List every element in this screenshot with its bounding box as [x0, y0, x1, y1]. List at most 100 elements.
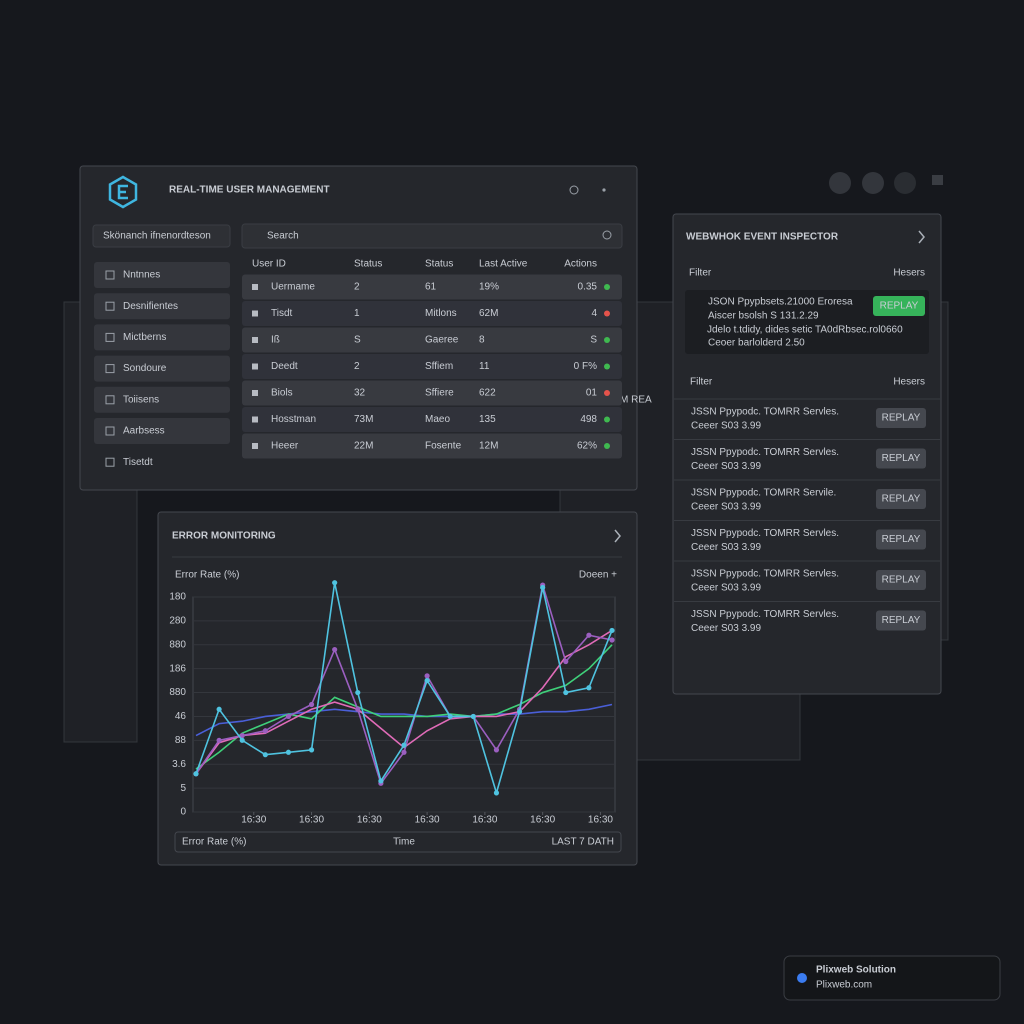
data-point — [586, 632, 592, 638]
nav-item[interactable] — [94, 386, 230, 413]
avatar-icon[interactable] — [862, 172, 884, 194]
data-point — [355, 706, 361, 712]
table-cell: Maeo — [425, 414, 450, 425]
table-row[interactable] — [242, 274, 622, 300]
event-line: JSON Ppypbsets.21000 Eroresa — [708, 297, 853, 308]
row-icon — [252, 443, 258, 449]
nav-icon — [105, 426, 115, 436]
error-panel — [157, 511, 638, 866]
x-tick-label: 16:30 — [588, 815, 613, 826]
table-row[interactable] — [242, 433, 622, 459]
table-cell: Uermame — [271, 282, 315, 293]
event-sub: Ceeer S03 3.99 — [691, 583, 761, 594]
data-point — [308, 701, 315, 708]
table-cell: 2 — [354, 361, 360, 372]
bell-icon[interactable] — [894, 172, 916, 194]
table-row[interactable] — [242, 327, 622, 353]
event-line: Aiscer bsolsh S 131.2.29 — [708, 311, 819, 322]
data-point — [493, 747, 500, 753]
nav-item[interactable] — [94, 324, 230, 351]
nav-icon — [105, 332, 115, 342]
data-point — [609, 627, 615, 634]
ghost-text: M REA — [620, 395, 652, 406]
footer-label: Time — [393, 837, 415, 848]
replay-label: REPLAY — [882, 615, 921, 626]
search-bar[interactable] — [241, 223, 623, 249]
table-cell: 0.35 — [578, 282, 598, 293]
table-row[interactable] — [242, 354, 622, 379]
data-point — [332, 580, 338, 586]
x-tick-label: 16:30 — [530, 815, 555, 826]
nav-item[interactable] — [94, 355, 230, 382]
chevron[interactable] — [918, 230, 925, 244]
footer-label: LAST 7 DATH — [552, 837, 614, 848]
data-point — [262, 752, 268, 758]
badge-name: Plixweb Solution — [816, 965, 896, 976]
table-row[interactable] — [242, 380, 622, 406]
replay-button[interactable] — [876, 489, 926, 509]
data-point — [516, 709, 523, 715]
table-cell: 135 — [479, 414, 496, 425]
data-point — [285, 749, 292, 755]
event-title: JSSN Ppypodc. TOMRR Servles. — [691, 447, 839, 458]
data-point — [563, 689, 569, 696]
nav-label: Toiisens — [123, 394, 159, 405]
event-sub: Ceeer S03 3.99 — [691, 542, 761, 553]
y-tick-label: 88 — [175, 735, 187, 746]
panel-title: ERROR MONITORING — [172, 531, 276, 542]
replay-button[interactable] — [876, 610, 926, 631]
replay-button[interactable] — [876, 408, 926, 428]
y-tick-label: 5 — [180, 783, 186, 794]
data-point — [401, 749, 407, 755]
table-row[interactable] — [242, 301, 622, 326]
y-tick-label: 0 — [180, 807, 186, 818]
replay-button[interactable] — [876, 529, 926, 550]
y-tick-label: 46 — [175, 711, 187, 722]
data-point — [447, 713, 453, 720]
replay-button[interactable] — [873, 296, 925, 316]
y-tick-label: 3.6 — [172, 759, 186, 770]
nav-item[interactable] — [94, 418, 230, 444]
headers-label: Hesers — [893, 377, 925, 388]
avatar-icon[interactable] — [829, 172, 851, 194]
y-tick-label: 880 — [169, 687, 186, 698]
x-tick-label: 16:30 — [472, 815, 497, 826]
sidebar-search-text: Skönanch ifnenordteson — [103, 231, 211, 242]
sidebar-search[interactable] — [92, 224, 231, 248]
data-point — [586, 685, 592, 691]
table-cell: 19% — [479, 282, 499, 293]
badge-dot — [797, 973, 807, 983]
event-title: JSSN Ppypodc. TOMRR Servles. — [691, 528, 839, 539]
search-icon[interactable] — [569, 185, 579, 195]
data-point — [424, 673, 430, 679]
replay-button[interactable] — [876, 448, 926, 469]
table-cell: 61 — [425, 282, 437, 293]
more-icon[interactable] — [602, 188, 606, 192]
nav-icon — [105, 270, 115, 280]
table-row[interactable] — [242, 407, 622, 432]
nav-item[interactable] — [94, 262, 230, 288]
selected-event[interactable] — [685, 290, 929, 354]
event-sub: Ceeer S03 3.99 — [691, 421, 761, 432]
row-icon — [252, 310, 258, 317]
logo-mark — [117, 184, 128, 200]
table-cell: Sffiere — [425, 388, 454, 399]
table-cell: Biols — [271, 388, 293, 399]
column-header: Actions — [564, 259, 597, 270]
nav-item[interactable] — [94, 293, 230, 320]
data-point — [239, 732, 245, 739]
menu-icon[interactable] — [932, 175, 943, 185]
status-dot — [604, 284, 610, 290]
x-tick-label: 16:30 — [299, 815, 324, 826]
chevron[interactable] — [614, 529, 621, 543]
search-icon[interactable] — [602, 230, 612, 240]
table-cell: Mitlons — [425, 308, 457, 319]
table-cell: 1 — [354, 308, 360, 319]
headers-label: Hesers — [893, 268, 925, 279]
replay-button[interactable] — [876, 570, 926, 590]
y-axis-label: Error Rate (%) — [175, 570, 239, 581]
status-dot — [604, 390, 610, 396]
row-icon — [252, 363, 258, 370]
data-point — [216, 737, 222, 743]
